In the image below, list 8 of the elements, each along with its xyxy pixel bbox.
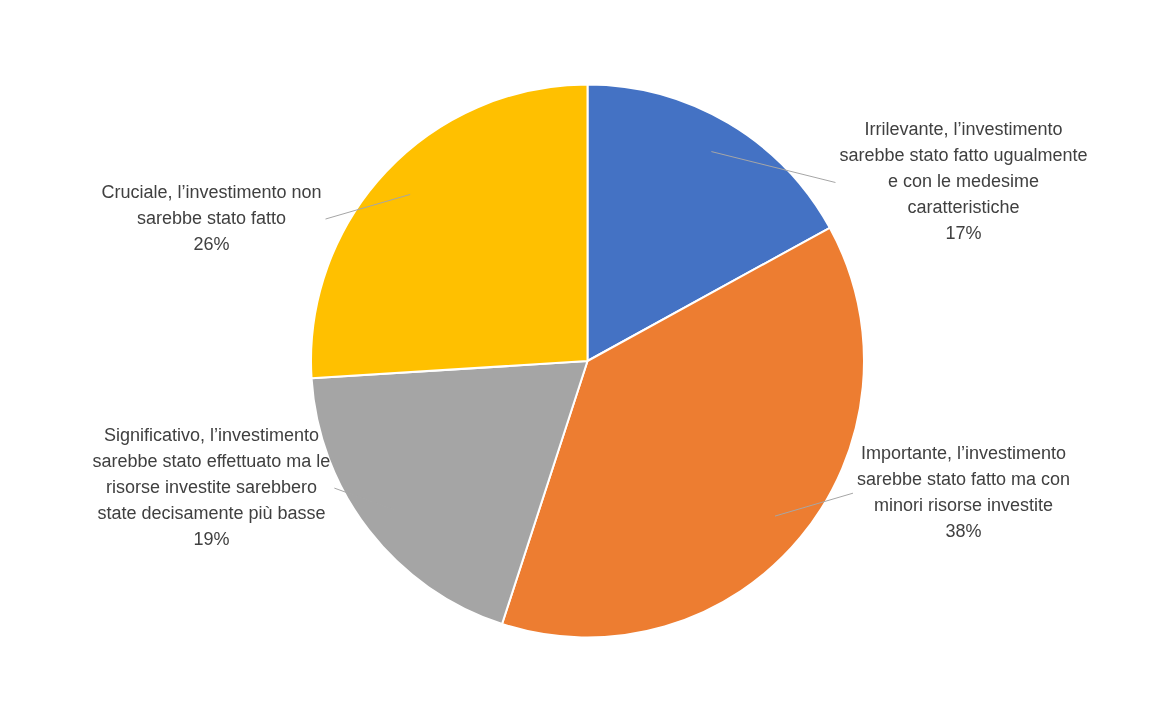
data-label: 17% bbox=[945, 223, 982, 244]
slice-label: Importante, l’investimento sarebbe stato fatto ma con minori risorse investite bbox=[856, 443, 1071, 516]
data-label: 19% bbox=[193, 529, 230, 550]
data-label: 38% bbox=[945, 521, 982, 542]
data-label: 26% bbox=[193, 234, 230, 255]
slice-label: Irrilevante, l’investimento sarebbe stato fatto ugualmente e con le medesime caratteristiche bbox=[839, 119, 1088, 218]
slice-label: Significativo, l’investimento sarebbe stato effettuato ma le risorse investite sarebbero state decisamente più basse bbox=[92, 425, 331, 524]
slice-label: Cruciale, l’investimento non sarebbe stato fatto bbox=[101, 182, 322, 229]
